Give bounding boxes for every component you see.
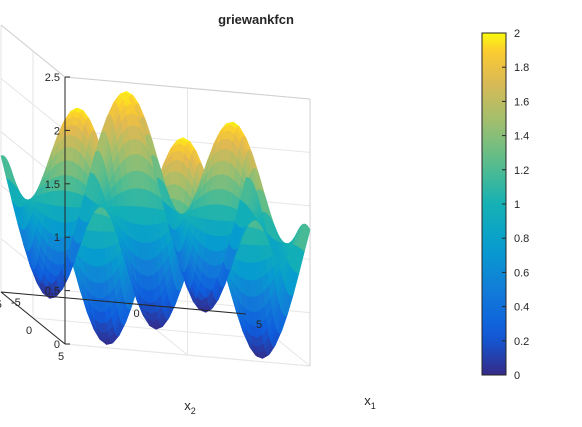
x1-tick-label: -5	[11, 297, 21, 309]
axes-lines	[0, 77, 247, 345]
chart-title: griewankfcn	[218, 12, 294, 27]
colorbar-tick-label: 1.4	[514, 131, 529, 143]
z-tick-label: 2.5	[45, 72, 60, 84]
axis-line	[0, 291, 66, 345]
box-edge	[0, 24, 66, 78]
colorbar-tick-label: 1.2	[514, 165, 529, 177]
colorbar-tick-label: 1	[514, 199, 520, 211]
box-edge	[64, 76, 311, 100]
colorbar-tick-label: 0.2	[514, 336, 529, 348]
colorbar-tick-label: 1.8	[514, 62, 529, 74]
colorbar-tick-label: 0.8	[514, 233, 529, 245]
z-tick-label: 1	[54, 232, 60, 244]
x2-tick-label: -5	[0, 299, 2, 311]
colorbar-tick-label: 0.4	[514, 302, 529, 314]
z-tick-label: 0.5	[45, 286, 60, 298]
colorbar-tick-label: 0.6	[514, 267, 529, 279]
z-tick-label: 2	[54, 125, 60, 137]
colorbar: 0 0.2 0.4 0.6 0.8 1 1.2 1.4 1.6 1.8 2	[481, 28, 529, 382]
colorbar-tick-label: 0	[514, 370, 520, 382]
x2-tick-label: 0	[26, 325, 32, 337]
x1-tick-label: 5	[256, 319, 262, 331]
surface-patch	[240, 177, 248, 201]
axis-line	[0, 291, 247, 315]
z-tick-label: 1.5	[45, 179, 60, 191]
surface-mesh	[0, 91, 311, 359]
x2-tick-label: 5	[58, 351, 64, 363]
z-tick-label: 0	[54, 339, 60, 351]
x1-tick-label: 0	[134, 308, 140, 320]
colorbar-tick-label: 1.6	[514, 96, 529, 108]
x2-axis-label: x2	[184, 398, 196, 416]
x1-axis-label: x1	[364, 393, 376, 411]
colorbar-tick-label: 2	[514, 28, 520, 40]
tick-labels: 00.511.522.550-5-505	[0, 72, 262, 363]
grid-line	[64, 343, 311, 367]
